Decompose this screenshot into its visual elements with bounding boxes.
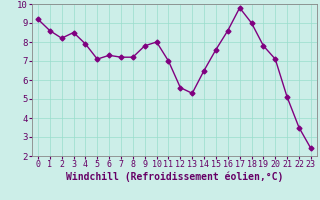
X-axis label: Windchill (Refroidissement éolien,°C): Windchill (Refroidissement éolien,°C) (66, 172, 283, 182)
